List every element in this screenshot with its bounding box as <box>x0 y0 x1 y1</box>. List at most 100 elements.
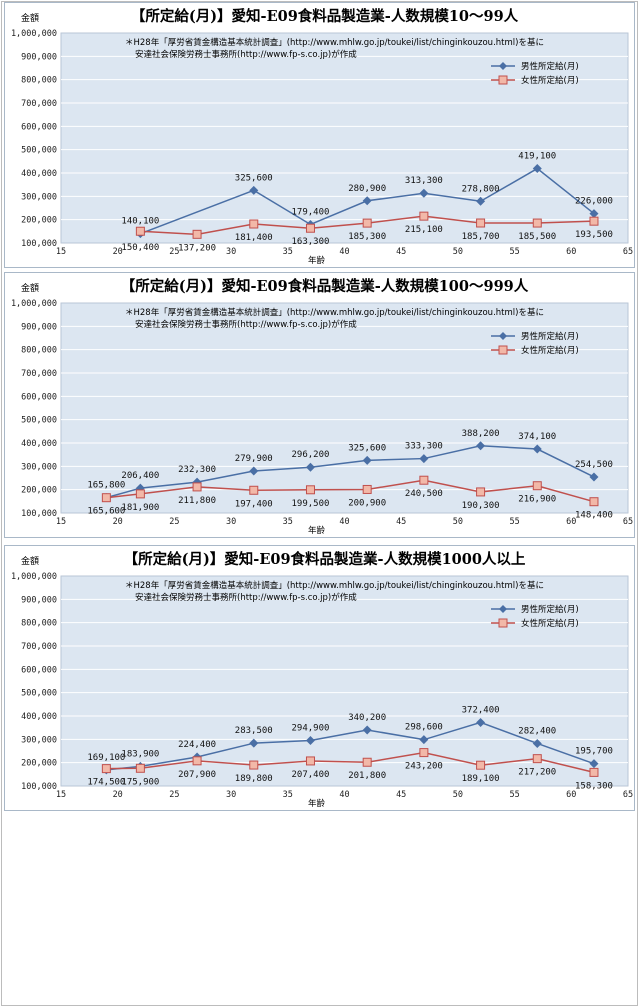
source-note-line2: 安達社会保険労務士事務所(http://www.fp-s.co.jp)が作成 <box>135 319 357 330</box>
x-tick-label: 15 <box>56 790 66 800</box>
data-label: 282,400 <box>518 726 556 736</box>
x-tick-label: 60 <box>566 247 576 257</box>
y-axis-label: 金額 <box>21 282 39 294</box>
plot-area <box>60 302 629 514</box>
legend-marker-square <box>498 618 508 628</box>
line-chart-1: 100,000 200,000 300,000 400,000 500,000 600,0… <box>11 7 633 266</box>
y-axis-label: 金額 <box>21 555 39 567</box>
data-label: 217,200 <box>518 768 556 778</box>
data-point-female <box>135 226 145 236</box>
legend-marker-diamond <box>499 332 507 340</box>
data-label: 283,500 <box>235 726 273 736</box>
data-point-female <box>305 223 315 233</box>
y-tick-label: 600,000 <box>21 122 57 132</box>
data-label: 374,100 <box>518 432 556 442</box>
data-label: 224,400 <box>178 740 216 750</box>
data-label: 215,100 <box>405 225 443 235</box>
data-label: 158,300 <box>575 781 613 791</box>
data-point-male <box>532 164 542 174</box>
data-label: 175,900 <box>121 777 159 787</box>
data-point-female <box>249 219 259 229</box>
data-point-male <box>532 738 542 748</box>
source-note-line1: ＊H28年「厚労省賃金構造基本統計調査」(http://www.mhlw.go.… <box>125 37 544 48</box>
x-tick-label: 55 <box>509 517 519 527</box>
data-label: 207,400 <box>292 770 330 780</box>
y-tick-label: 1,000,000 <box>11 29 57 39</box>
data-label: 325,600 <box>348 443 386 453</box>
data-point-female <box>476 760 486 770</box>
data-point-male <box>476 441 486 451</box>
data-label: 294,900 <box>292 724 330 734</box>
y-tick-label: 400,000 <box>21 169 57 179</box>
x-tick-label: 65 <box>623 517 633 527</box>
x-tick-label: 30 <box>226 517 236 527</box>
x-tick-label: 50 <box>453 790 463 800</box>
y-tick-label: 900,000 <box>21 52 57 62</box>
x-tick-label: 60 <box>566 790 576 800</box>
data-label: 296,200 <box>292 450 330 460</box>
data-label: 232,300 <box>178 465 216 475</box>
y-tick-label: 100,000 <box>21 782 57 792</box>
data-point-female <box>135 763 145 773</box>
x-tick-label: 40 <box>339 517 349 527</box>
data-point-female <box>362 218 372 228</box>
x-tick-label: 50 <box>453 517 463 527</box>
data-point-female <box>532 754 542 764</box>
data-label: 183,900 <box>121 749 159 759</box>
y-tick-label: 700,000 <box>21 642 57 652</box>
data-point-male <box>362 196 372 206</box>
series-line <box>106 751 595 774</box>
data-label: 148,400 <box>575 511 613 521</box>
x-tick-label: 25 <box>169 247 179 257</box>
data-point-male <box>249 466 259 476</box>
y-tick-label: 100,000 <box>21 509 57 519</box>
data-point-female <box>476 487 486 497</box>
source-note-line1: ＊H28年「厚労省賃金構造基本統計調査」(http://www.mhlw.go.… <box>125 307 544 318</box>
data-point-male <box>249 185 259 195</box>
chart-title: 【所定給(月)】愛知-E09食料品製造業-人数規模100～999人 <box>121 277 529 295</box>
y-tick-label: 500,000 <box>21 689 57 699</box>
data-label: 174,500 <box>87 778 125 788</box>
y-tick-label: 500,000 <box>21 416 57 426</box>
data-point-female <box>192 756 202 766</box>
x-tick-label: 25 <box>169 790 179 800</box>
legend-marker-square <box>498 75 508 85</box>
legend-entry: 女性所定給(月) <box>521 75 579 86</box>
chart-panel-1: 100,000 200,000 300,000 400,000 500,000 600,0… <box>4 2 635 268</box>
data-point-female <box>135 489 145 499</box>
data-label: 165,600 <box>87 507 125 517</box>
data-point-female <box>249 485 259 495</box>
data-point-female <box>419 475 429 485</box>
data-point-male <box>362 455 372 465</box>
data-label: 372,400 <box>462 705 500 715</box>
y-tick-label: 600,000 <box>21 665 57 675</box>
y-tick-label: 300,000 <box>21 735 57 745</box>
legend-marker-square <box>498 345 508 355</box>
data-label: 163,300 <box>292 237 330 247</box>
data-label: 340,200 <box>348 713 386 723</box>
line-chart-3: 100,000 200,000 300,000 400,000 500,000 600,0… <box>11 550 633 809</box>
data-point-male <box>476 196 486 206</box>
data-label: 201,800 <box>348 771 386 781</box>
data-point-female <box>476 218 486 228</box>
data-label: 185,500 <box>518 232 556 242</box>
x-tick-label: 35 <box>283 517 293 527</box>
data-label: 207,900 <box>178 770 216 780</box>
legend-entry: 女性所定給(月) <box>521 345 579 356</box>
y-tick-label: 600,000 <box>21 392 57 402</box>
x-tick-label: 50 <box>453 247 463 257</box>
x-tick-label: 15 <box>56 517 66 527</box>
y-tick-label: 100,000 <box>21 239 57 249</box>
data-point-male <box>305 736 315 746</box>
data-point-female <box>362 757 372 767</box>
x-tick-label: 55 <box>509 247 519 257</box>
y-tick-label: 1,000,000 <box>11 572 57 582</box>
y-tick-label: 800,000 <box>21 346 57 356</box>
data-label: 179,400 <box>292 207 330 217</box>
x-tick-label: 55 <box>509 790 519 800</box>
data-label: 240,500 <box>405 489 443 499</box>
plot-area <box>60 575 629 787</box>
data-point-female <box>362 484 372 494</box>
x-tick-label: 30 <box>226 790 236 800</box>
